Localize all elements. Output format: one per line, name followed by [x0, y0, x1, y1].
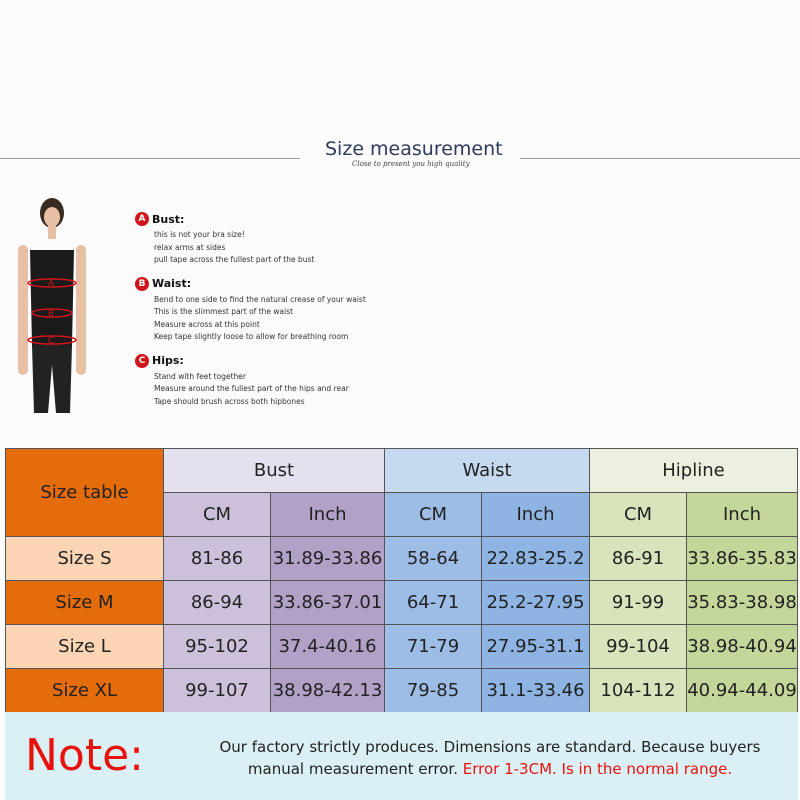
badge-c-icon: C [135, 353, 149, 368]
bust-instructions: A Bust: this is not your bra size! relax … [135, 212, 395, 267]
cell: 81-86 [163, 536, 271, 581]
unit-header: Inch [270, 492, 385, 537]
bust-header: Bust [163, 448, 385, 493]
cell: 33.86-37.01 [270, 580, 385, 625]
cell: 38.98-40.94 [686, 624, 798, 669]
cell: 64-71 [384, 580, 482, 625]
cell: 104-112 [589, 668, 687, 713]
section-title: Bust: [152, 212, 185, 226]
section-header: Size measurement Close to present you hi… [0, 136, 800, 176]
instruction-line: Stand with feet together [154, 371, 246, 381]
badge-b-icon: B [135, 276, 149, 291]
instruction-line: Measure across at this point [154, 319, 260, 329]
section-title: Waist: [152, 277, 192, 290]
cell: 99-104 [589, 624, 687, 669]
size-label: Size S [5, 536, 164, 581]
section-title: Hips: [152, 354, 184, 367]
measurement-instructions: A Bust: this is not your bra size! relax … [135, 212, 395, 418]
table-row: Size M 86-94 33.86-37.01 64-71 25.2-27.9… [5, 580, 798, 625]
cell: 86-94 [163, 580, 271, 625]
note-label: Note: [25, 730, 144, 781]
table-row: Size L 95-102 37.4-40.16 71-79 27.95-31.… [5, 624, 798, 669]
cell: 40.94-44.09 [686, 668, 798, 713]
size-label: Size L [5, 624, 164, 669]
instruction-line: This is the slimmest part of the waist [154, 307, 294, 316]
marker-c: C [48, 336, 54, 346]
cell: 71-79 [384, 624, 482, 669]
unit-header: CM [589, 492, 687, 537]
size-table-corner: Size table [5, 448, 164, 537]
page-title: Size measurement [325, 138, 503, 160]
table-row: Size XL 99-107 38.98-42.13 79-85 31.1-33… [5, 668, 798, 713]
cell: 35.83-38.98 [686, 580, 798, 625]
instruction-line: Tape should brush across both hipbones [154, 396, 305, 406]
divider [520, 158, 800, 159]
size-label: Size M [5, 580, 164, 625]
note-line: manual measurement error. [247, 760, 458, 778]
unit-header: Inch [686, 492, 798, 537]
cell: 27.95-31.1 [481, 624, 590, 669]
size-label: Size XL [5, 668, 164, 713]
size-table: Size table Bust Waist Hipline CM Inch CM… [5, 448, 798, 713]
cell: 38.98-42.13 [270, 668, 385, 713]
unit-header: CM [163, 492, 271, 537]
cell: 31.1-33.46 [481, 668, 590, 713]
cell: 31.89-33.86 [270, 536, 385, 581]
marker-b: B [48, 309, 54, 319]
instruction-line: relax arms at sides [154, 242, 226, 252]
cell: 79-85 [384, 668, 482, 713]
waist-instructions: B Waist: Bend to one side to find the nat… [135, 276, 395, 344]
note-line: Our factory strictly produces. Dimension… [219, 738, 761, 756]
cell: 91-99 [589, 580, 687, 625]
cell: 37.4-40.16 [270, 624, 385, 669]
cell: 99-107 [163, 668, 271, 713]
marker-a: A [48, 279, 55, 289]
unit-header: CM [384, 492, 482, 537]
cell: 86-91 [589, 536, 687, 581]
cell: 22.83-25.2 [481, 536, 590, 581]
instruction-line: Measure around the fullest part of the h… [154, 384, 349, 393]
instruction-line: Bend to one side to find the natural cre… [154, 294, 366, 304]
cell: 58-64 [384, 536, 482, 581]
badge-a-icon: A [135, 212, 149, 226]
instruction-line: this is not your bra size! [154, 230, 245, 239]
cell: 95-102 [163, 624, 271, 669]
hips-instructions: C Hips: Stand with feet together Measure … [135, 353, 395, 409]
hipline-header: Hipline [589, 448, 798, 493]
cell: 25.2-27.95 [481, 580, 590, 625]
cell: 33.86-35.83 [686, 536, 798, 581]
page-subtitle: Close to present you high quality [352, 160, 470, 168]
unit-header: Inch [481, 492, 590, 537]
note-banner: Note: Our factory strictly produces. Dim… [5, 712, 798, 800]
note-text: Our factory strictly produces. Dimension… [190, 736, 790, 780]
table-row: Size S 81-86 31.89-33.86 58-64 22.83-25.… [5, 536, 798, 581]
model-figure: A B C [18, 198, 86, 413]
note-error: Error 1-3CM. Is in the normal range. [462, 760, 733, 778]
instruction-line: pull tape across the fullest part of the… [154, 255, 315, 264]
divider [0, 158, 300, 159]
waist-header: Waist [384, 448, 590, 493]
instruction-line: Keep tape slightly loose to allow for br… [154, 332, 349, 341]
